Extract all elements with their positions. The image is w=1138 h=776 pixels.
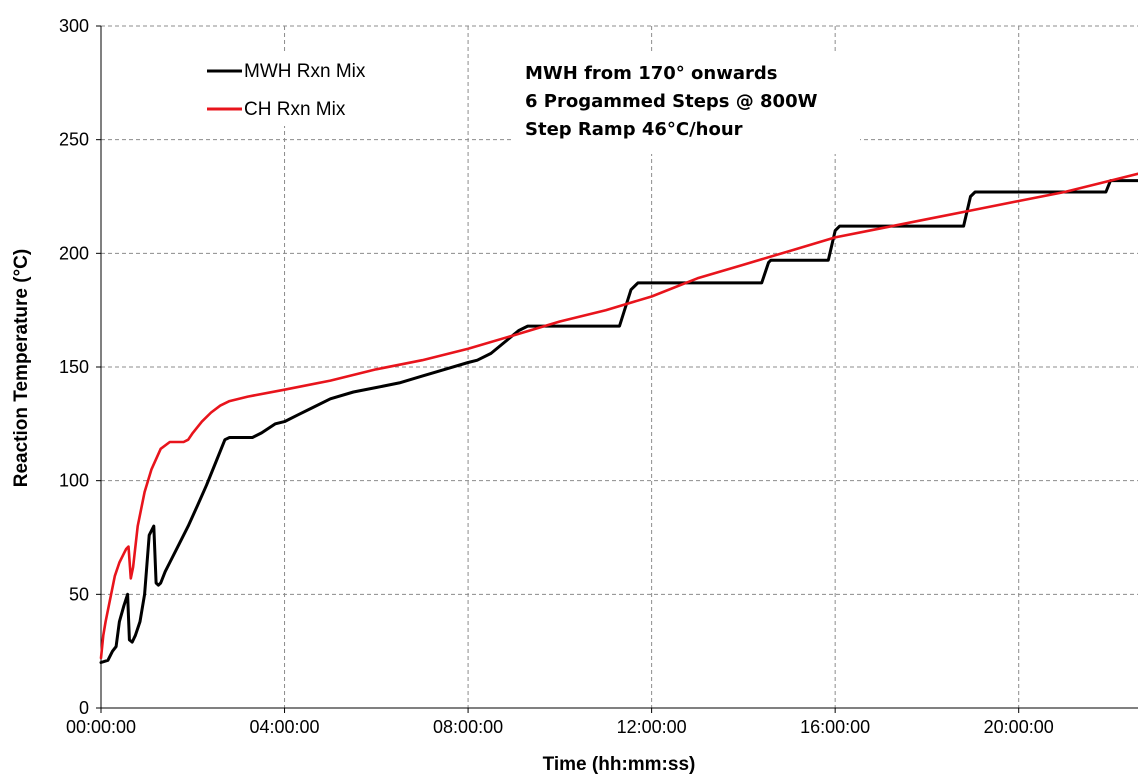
- legend-label-mwh: MWH Rxn Mix: [244, 61, 366, 82]
- x-tick-label: 08:00:00: [433, 717, 503, 737]
- legend-background: [195, 54, 385, 126]
- x-tick-label: 00:00:00: [66, 717, 136, 737]
- y-tick-label: 50: [69, 584, 89, 604]
- legend-label-ch: CH Rxn Mix: [244, 99, 346, 120]
- x-tick-label: 16:00:00: [800, 717, 870, 737]
- x-tick-label: 20:00:00: [984, 717, 1054, 737]
- annotation-line-2: 6 Progammed Steps @ 800W: [525, 91, 818, 112]
- y-tick-label: 0: [79, 698, 89, 718]
- legend: MWH Rxn Mix CH Rxn Mix: [195, 54, 385, 126]
- x-tick-labels: 00:00:00 04:00:00 08:00:00 12:00:00 16:00:00…: [66, 717, 1054, 737]
- annotation-line-1: MWH from 170° onwards: [525, 63, 777, 84]
- x-axis-title: Time (hh:mm:ss): [543, 754, 696, 775]
- y-tick-label: 150: [59, 357, 89, 377]
- series-lines: [99, 172, 1138, 664]
- y-tick-label: 300: [59, 16, 89, 36]
- y-tick-labels: 0 50 100 150 200 250 300: [59, 16, 89, 718]
- series-line-mwh: [99, 179, 1138, 664]
- x-tick-label: 12:00:00: [617, 717, 687, 737]
- series-line-ch: [99, 172, 1138, 660]
- annotation-line-3: Step Ramp 46°C/hour: [525, 119, 743, 140]
- y-tick-label: 250: [59, 130, 89, 150]
- y-tick-label: 200: [59, 243, 89, 263]
- x-tick-label: 04:00:00: [250, 717, 320, 737]
- annotation-background: [512, 54, 860, 154]
- y-axis-title: Reaction Temperature (°C): [11, 249, 32, 487]
- y-tick-label: 100: [59, 471, 89, 491]
- axes: [96, 25, 1138, 713]
